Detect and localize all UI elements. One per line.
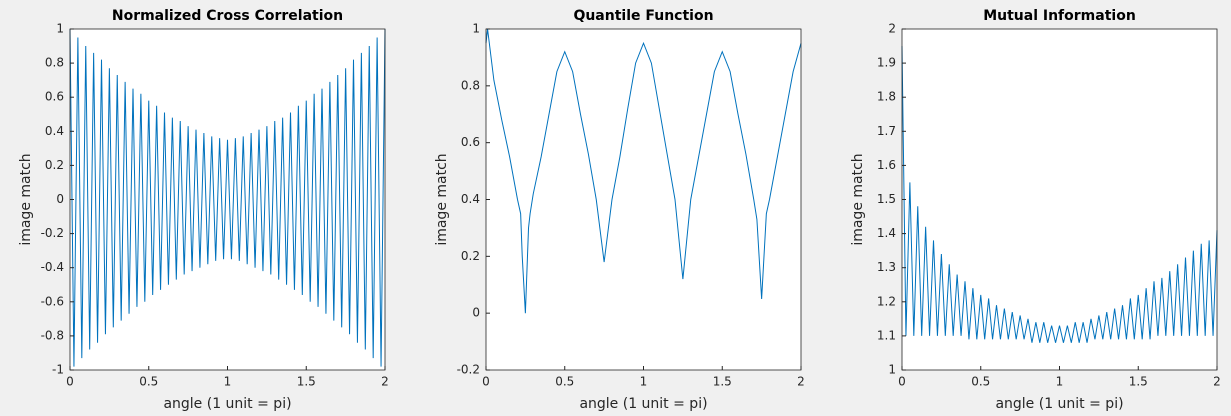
x-tick-label: 1.5 bbox=[713, 375, 732, 389]
x-tick-label: 0 bbox=[482, 375, 490, 389]
x-tick-label: 1 bbox=[224, 375, 232, 389]
y-tick-label: 0.8 bbox=[461, 78, 480, 92]
y-tick-label: -0.4 bbox=[41, 260, 64, 274]
x-tick-label: 2 bbox=[797, 375, 805, 389]
line bbox=[901, 46, 1218, 343]
y-tick-label: -0.6 bbox=[41, 294, 64, 308]
x-tick-label: 0.5 bbox=[139, 375, 158, 389]
chart-title: Normalized Cross Correlation bbox=[112, 8, 343, 24]
y-tick-label: 1 bbox=[472, 22, 480, 36]
y-axis-label: image match bbox=[18, 153, 34, 245]
y-tick-label: -1 bbox=[52, 363, 64, 377]
chart-title: Quantile Function bbox=[573, 8, 713, 24]
y-tick-label: 1.2 bbox=[877, 294, 896, 308]
y-tick-label: 0 bbox=[472, 306, 480, 320]
y-tick-label: -0.8 bbox=[41, 328, 64, 342]
x-tick-label: 0 bbox=[66, 375, 74, 389]
plot-area bbox=[486, 29, 801, 370]
y-tick-label: -0.2 bbox=[41, 226, 64, 240]
y-axis-label: image match bbox=[434, 153, 450, 245]
y-tick-label: 0 bbox=[56, 192, 64, 206]
y-tick-label: 1.7 bbox=[877, 124, 896, 138]
plot-area bbox=[70, 29, 385, 370]
x-tick-label: 0.5 bbox=[555, 375, 574, 389]
y-tick-label: 0.8 bbox=[45, 56, 64, 70]
y-tick-label: 1 bbox=[888, 363, 896, 377]
y-tick-label: 1.3 bbox=[877, 260, 896, 274]
y-tick-label: 2 bbox=[888, 22, 896, 36]
y-tick-label: 1.1 bbox=[877, 328, 896, 342]
x-tick-label: 1.5 bbox=[1129, 375, 1148, 389]
y-tick-label: 1 bbox=[56, 22, 64, 36]
x-axis-label: angle (1 unit = pi) bbox=[163, 396, 291, 412]
y-tick-label: 0.2 bbox=[45, 158, 64, 172]
line bbox=[485, 28, 802, 314]
y-tick-label: 0.4 bbox=[45, 124, 64, 138]
y-tick-label: 0.2 bbox=[461, 249, 480, 263]
line bbox=[69, 28, 386, 367]
x-axis-label: angle (1 unit = pi) bbox=[579, 396, 707, 412]
y-tick-label: 0.6 bbox=[461, 135, 480, 149]
y-tick-label: 1.4 bbox=[877, 226, 896, 240]
y-tick-label: 1.9 bbox=[877, 56, 896, 70]
y-tick-label: 1.6 bbox=[877, 158, 896, 172]
x-tick-label: 2 bbox=[381, 375, 389, 389]
y-tick-label: 1.5 bbox=[877, 192, 896, 206]
y-tick-label: -0.2 bbox=[457, 363, 480, 377]
x-axis-label: angle (1 unit = pi) bbox=[995, 396, 1123, 412]
x-tick-label: 1.5 bbox=[297, 375, 316, 389]
y-tick-label: 1.8 bbox=[877, 90, 896, 104]
y-axis-label: image match bbox=[850, 153, 866, 245]
x-tick-label: 1 bbox=[1056, 375, 1064, 389]
y-tick-label: 0.4 bbox=[461, 192, 480, 206]
x-tick-label: 0.5 bbox=[971, 375, 990, 389]
y-tick-label: 0.6 bbox=[45, 90, 64, 104]
x-tick-label: 0 bbox=[898, 375, 906, 389]
x-tick-label: 2 bbox=[1213, 375, 1221, 389]
plot-area bbox=[902, 29, 1217, 370]
chart-title: Mutual Information bbox=[983, 8, 1136, 24]
x-tick-label: 1 bbox=[640, 375, 648, 389]
